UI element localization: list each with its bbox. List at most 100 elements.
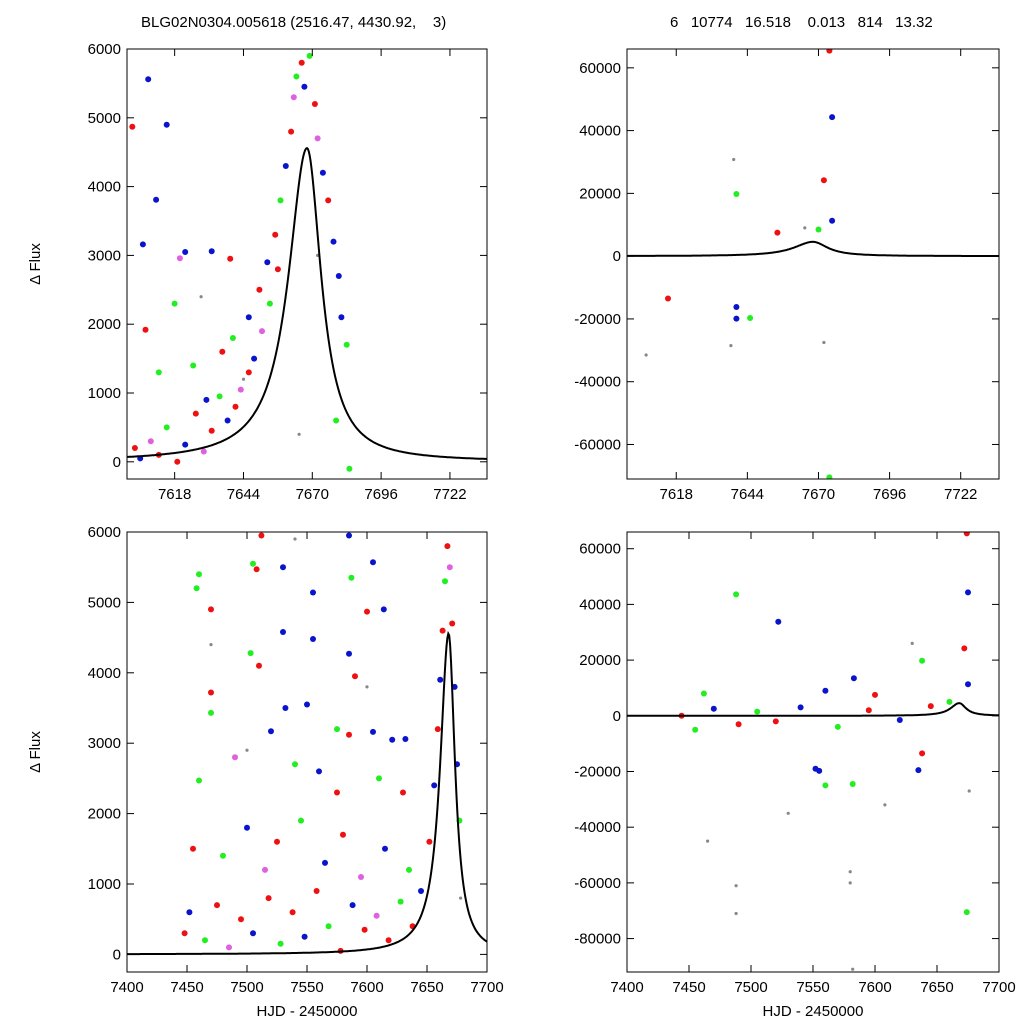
x-tick-label: 7450 xyxy=(672,979,705,996)
data-point-red xyxy=(311,101,318,107)
x-tick-label: 7696 xyxy=(873,486,906,503)
x-tick-label: 7696 xyxy=(364,486,397,503)
y-axis-label: Δ Flux xyxy=(27,731,44,773)
data-point-green xyxy=(292,761,298,768)
data-point-gray xyxy=(734,884,738,888)
data-point-gray xyxy=(706,839,710,843)
x-axis-label: HJD - 2450000 xyxy=(763,1003,864,1020)
data-point-gray xyxy=(732,157,736,162)
data-point-blue xyxy=(437,676,444,683)
data-point-blue xyxy=(280,629,286,635)
data-point-blue xyxy=(244,824,250,831)
data-point-blue xyxy=(319,169,326,176)
y-tick-label: 6000 xyxy=(88,41,121,58)
y-tick-label: 40000 xyxy=(579,596,621,613)
data-point-green xyxy=(733,191,740,197)
data-point-red xyxy=(352,673,358,680)
plot-frame xyxy=(126,531,488,973)
data-point-blue xyxy=(282,163,289,169)
data-point-green xyxy=(346,465,353,472)
data-point-red xyxy=(214,902,220,909)
panel-top-left: 7618 7644 7670 7696 7722 0 1000 2000 3000 4000 500… xyxy=(27,41,488,503)
data-point-blue xyxy=(301,83,308,90)
x-tick-label: 7650 xyxy=(410,979,443,996)
data-point-green xyxy=(196,777,202,784)
data-point-red xyxy=(265,895,272,902)
data-point-blue xyxy=(245,314,252,321)
data-point-blue xyxy=(710,705,717,712)
data-point-gray xyxy=(199,295,203,299)
data-point-green xyxy=(193,585,200,592)
data-point-blue xyxy=(163,121,170,128)
data-point-blue xyxy=(282,705,289,711)
data-point-blue xyxy=(304,701,310,708)
data-point-blue xyxy=(797,704,804,711)
data-point-gray xyxy=(822,340,826,345)
data-point-green xyxy=(348,574,355,581)
data-point-green xyxy=(747,315,754,321)
data-point-blue xyxy=(186,909,193,916)
data-point-green xyxy=(376,775,382,782)
data-points xyxy=(129,52,353,472)
data-point-green xyxy=(815,226,822,233)
data-point-red xyxy=(772,718,779,725)
data-point-red xyxy=(865,707,872,714)
data-point-magenta xyxy=(373,912,380,919)
data-point-red xyxy=(298,59,305,66)
data-point-blue xyxy=(346,532,352,539)
panel-bottom-left: 7400 7450 7500 7550 7600 7650 7700 0 1000 2000 300… xyxy=(27,524,504,1020)
data-point-green xyxy=(692,726,699,733)
data-point-red xyxy=(313,888,320,894)
model-curve xyxy=(627,240,999,257)
data-point-red xyxy=(444,543,451,550)
data-point-gray xyxy=(786,811,790,815)
data-point-blue xyxy=(153,196,160,203)
plot-frame xyxy=(126,48,488,480)
data-point-red xyxy=(325,197,332,204)
y-tick-label: 5000 xyxy=(88,110,121,127)
data-point-blue xyxy=(268,728,274,735)
model-curve xyxy=(127,146,487,460)
data-point-red xyxy=(208,606,214,613)
data-point-blue xyxy=(316,768,322,775)
data-point-blue xyxy=(301,933,308,940)
data-point-red xyxy=(258,532,265,539)
data-point-blue xyxy=(251,355,258,362)
y-tick-label: 0 xyxy=(113,454,121,471)
data-point-red xyxy=(181,930,188,937)
data-point-magenta xyxy=(259,328,265,335)
data-point-red xyxy=(919,750,926,757)
data-point-blue xyxy=(382,845,388,852)
data-point-blue xyxy=(380,606,387,613)
data-point-green xyxy=(220,852,226,859)
data-point-green xyxy=(298,817,304,824)
x-tick-label: 7450 xyxy=(170,979,203,996)
header-object-id: BLG02N0304.005618 (2516.47, 4430.92, 3) xyxy=(141,14,447,31)
data-point-red xyxy=(340,831,346,838)
data-point-gray xyxy=(848,881,852,885)
data-point-magenta xyxy=(446,564,453,571)
data-point-red xyxy=(439,627,446,634)
data-point-red xyxy=(364,608,370,615)
x-tick-label: 7400 xyxy=(610,979,643,996)
data-point-gray xyxy=(848,870,852,874)
data-point-green xyxy=(163,424,170,431)
x-tick-label: 7700 xyxy=(982,979,1015,996)
data-point-green xyxy=(754,708,761,715)
data-point-green xyxy=(733,591,740,598)
y-tick-label: 2000 xyxy=(88,316,121,333)
data-point-red xyxy=(826,49,833,54)
data-point-red xyxy=(872,691,878,698)
data-point-red xyxy=(927,703,934,710)
data-point-red xyxy=(820,177,827,184)
data-point-blue xyxy=(224,417,231,424)
data-point-blue xyxy=(310,589,316,596)
data-point-blue xyxy=(850,675,857,682)
y-tick-label: 40000 xyxy=(579,123,621,140)
x-tick-label: 7670 xyxy=(802,486,835,503)
data-point-green xyxy=(822,782,829,789)
data-point-blue xyxy=(280,564,286,571)
data-point-red xyxy=(129,123,136,130)
data-point-magenta xyxy=(314,135,321,142)
